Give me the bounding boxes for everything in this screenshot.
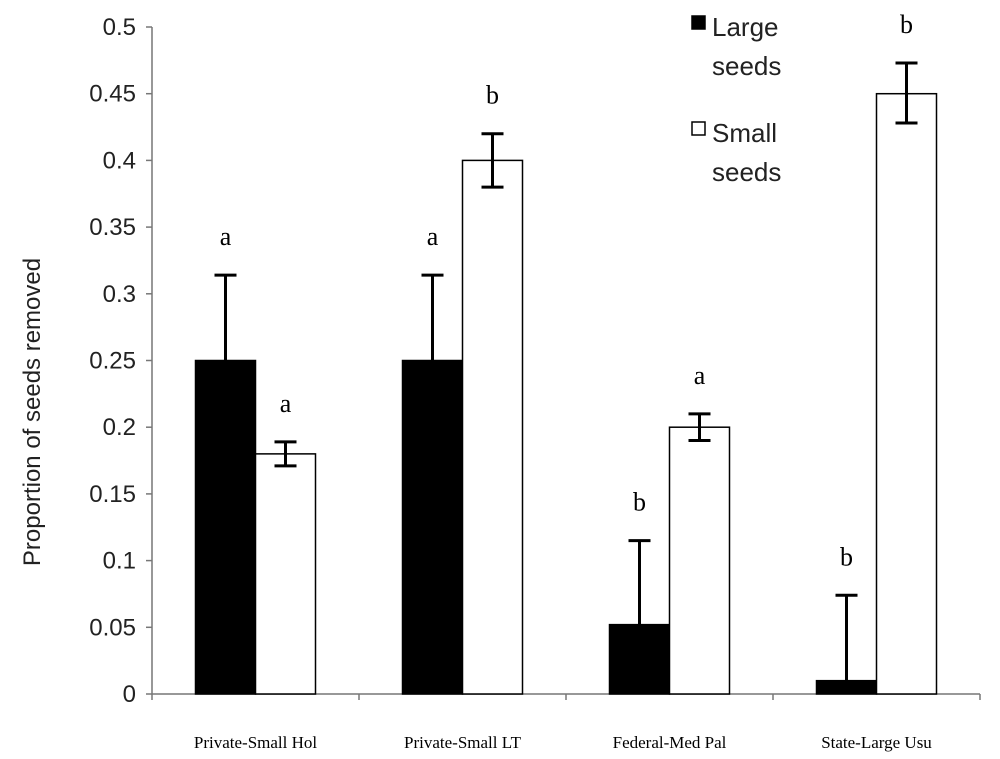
x-tick-label: Private-Small Hol — [194, 733, 318, 752]
y-tick-label: 0.2 — [103, 414, 136, 441]
legend-swatch-large — [692, 16, 705, 29]
large-seeds-bar — [817, 681, 877, 694]
significance-letter: b — [840, 542, 853, 571]
y-tick-label: 0.35 — [89, 214, 136, 241]
significance-labels: a a b b a b a b — [220, 10, 913, 571]
large-seeds-bar — [403, 361, 463, 695]
y-tick-label: 0 — [123, 681, 136, 708]
y-tick-label: 0.05 — [89, 614, 136, 641]
legend-label: Small — [712, 118, 777, 148]
x-tick-label: State-Large Usu — [821, 733, 932, 752]
significance-letter: a — [220, 222, 232, 251]
small-seeds-bar — [256, 454, 316, 694]
y-tick-label: 0.45 — [89, 81, 136, 108]
y-tick-label: 0.3 — [103, 281, 136, 308]
legend: Large seeds Small seeds — [692, 12, 781, 187]
y-tick-label: 0.5 — [103, 14, 136, 41]
significance-letter: a — [280, 389, 292, 418]
y-tick-label: 0.1 — [103, 548, 136, 575]
legend-label: Large — [712, 12, 779, 42]
significance-letter: b — [900, 10, 913, 39]
x-tick-label: Federal-Med Pal — [613, 733, 727, 752]
significance-letter: a — [694, 361, 706, 390]
y-axis: 0 0.05 0.1 0.15 0.2 0.25 0.3 0.35 0.4 0.45 0.5 — [89, 14, 152, 708]
bars — [196, 94, 937, 694]
y-axis-title: Proportion of seeds removed — [19, 258, 46, 566]
legend-label: seeds — [712, 51, 781, 81]
x-tick-label: Private-Small LT — [404, 733, 522, 752]
large-seeds-bar — [196, 361, 256, 695]
y-tick-label: 0.25 — [89, 348, 136, 375]
significance-letter: a — [427, 222, 439, 251]
error-bars — [215, 63, 918, 681]
legend-label: seeds — [712, 157, 781, 187]
y-tick-label: 0.4 — [103, 147, 136, 174]
y-tick-label: 0.15 — [89, 481, 136, 508]
small-seeds-bar — [463, 160, 523, 694]
significance-letter: b — [486, 81, 499, 110]
small-seeds-bar — [670, 427, 730, 694]
significance-letter: b — [633, 488, 646, 517]
small-seeds-bar — [877, 94, 937, 694]
x-axis: Private-Small Hol Private-Small LT Federal… — [152, 694, 980, 752]
large-seeds-bar — [610, 625, 670, 694]
legend-swatch-small — [692, 122, 705, 135]
